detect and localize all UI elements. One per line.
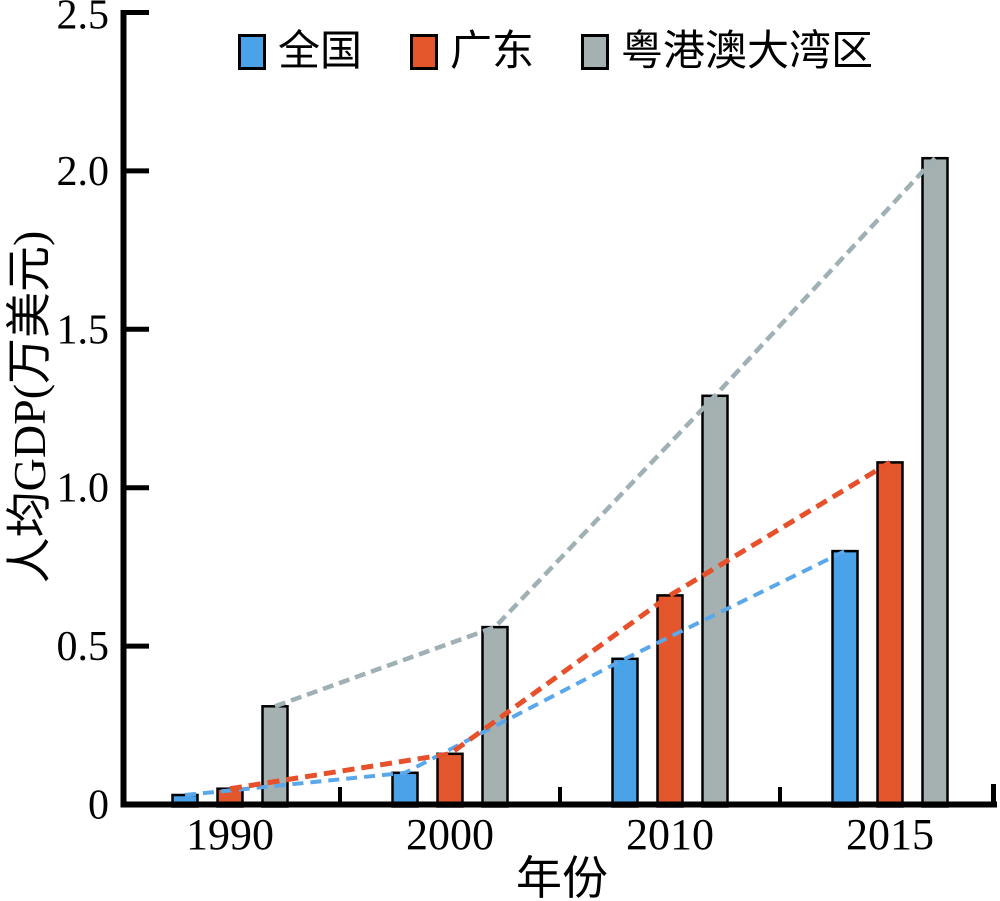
bar-粤港澳大湾区-1990 [261, 705, 289, 808]
bar-广东-2000 [436, 752, 464, 808]
y-tick-label-0: 0 [88, 783, 109, 829]
trend-line-粤港澳大湾区 [274, 156, 937, 709]
bar-全国-2000 [391, 771, 419, 808]
x-tick-label-2015: 2015 [846, 810, 934, 859]
trend-line-广东 [229, 460, 892, 792]
bar-全国-2015 [831, 549, 859, 808]
bars-layer [171, 156, 949, 808]
x-tick-label-2010: 2010 [626, 810, 714, 859]
bar-粤港澳大湾区-2015 [921, 156, 949, 808]
trend-line-全国 [184, 549, 846, 797]
trend-lines-layer [184, 156, 937, 797]
bar-粤港澳大湾区-2010 [701, 394, 729, 808]
y-tick-label-1-5: 1.5 [57, 307, 110, 353]
y-tick-label-2-5: 2.5 [57, 0, 110, 39]
y-axis-title: 人均GDP(万美元) [4, 231, 55, 584]
y-tick-label-2-0: 2.0 [57, 149, 110, 195]
y-tick-label-1-0: 1.0 [57, 466, 110, 512]
x-axis-title: 年份 [516, 853, 608, 901]
y-tick-label-0-5: 0.5 [57, 624, 110, 670]
bar-全国-2010 [611, 657, 639, 808]
bar-广东-2015 [876, 461, 904, 808]
x-tick-label-2000: 2000 [406, 810, 494, 859]
x-tick-label-1990: 1990 [186, 810, 274, 859]
axes-layer [120, 10, 997, 808]
bar-广东-2010 [656, 594, 684, 808]
